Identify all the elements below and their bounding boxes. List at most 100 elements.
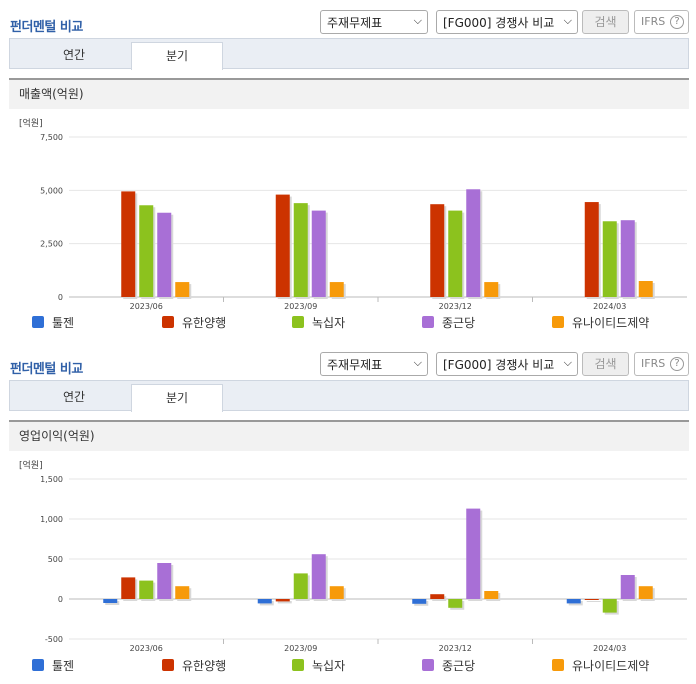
chart-box: 매출액(억원) [억원] 0 2,500 5,000 7,500 2023/06 2023/… (9, 78, 689, 338)
bar (620, 220, 635, 297)
legend-label: 툴젠 (52, 316, 75, 330)
legend-swatch (292, 659, 304, 671)
bar (121, 577, 136, 599)
legend-label: 유나이티드제약 (572, 659, 650, 673)
bar (584, 202, 599, 297)
chart-legend: 툴젠 유한양행 녹십자 종근당 유나이티드제약 (9, 657, 689, 675)
bar (466, 189, 481, 297)
chart-legend: 툴젠 유한양행 녹십자 종근당 유나이티드제약 (9, 314, 689, 332)
y-tick-label: -500 (45, 635, 63, 644)
x-tick-label: 2024/03 (593, 644, 626, 653)
bar (121, 191, 136, 297)
panel-header: 펀더멘털 비교 주재무제표 ⌵ [FG000] 경쟁사 비교 ⌵ 검색 IFRS… (0, 346, 696, 380)
bar (484, 282, 499, 297)
legend-swatch (292, 316, 304, 328)
comparison-select[interactable]: [FG000] 경쟁사 비교 ⌵ (436, 352, 578, 376)
help-icon[interactable]: ? (670, 357, 684, 371)
bar (430, 204, 445, 297)
x-tick-label: 2023/09 (284, 644, 317, 653)
y-tick-label: 5,000 (40, 186, 63, 195)
legend-swatch (162, 659, 174, 671)
fundamental-panel-2: 펀더멘털 비교 주재무제표 ⌵ [FG000] 경쟁사 비교 ⌵ 검색 IFRS… (0, 342, 696, 684)
legend-swatch (32, 659, 44, 671)
tab-annual[interactable]: 연간 (62, 48, 86, 62)
search-button[interactable]: 검색 (582, 352, 629, 376)
help-icon[interactable]: ? (670, 15, 684, 29)
x-tick-label: 2023/06 (130, 644, 163, 653)
comparison-select[interactable]: [FG000] 경쟁사 비교 ⌵ (436, 10, 578, 34)
legend-swatch (552, 659, 564, 671)
statement-select[interactable]: 주재무제표 ⌵ (320, 352, 428, 376)
ifrs-label: IFRS (641, 357, 666, 370)
legend-label: 종근당 (442, 659, 476, 673)
unit-label: [억원] (19, 117, 43, 129)
chevron-down-icon: ⌵ (413, 14, 422, 27)
tab-quarterly[interactable]: 분기 (131, 42, 223, 70)
panel-title: 펀더멘털 비교 (10, 20, 83, 35)
bar (293, 573, 308, 599)
bar (638, 586, 653, 599)
bar (448, 210, 463, 297)
ifrs-label: IFRS (641, 15, 666, 28)
y-tick-label: 0 (58, 293, 63, 302)
bar (175, 586, 190, 599)
chart-title: 영업이익(억원) (9, 422, 689, 451)
bar (275, 194, 290, 297)
panel-title: 펀더멘털 비교 (10, 362, 83, 377)
x-tick-label: 2023/12 (439, 302, 472, 311)
bar (466, 508, 481, 599)
bar (157, 212, 172, 297)
x-tick-label: 2023/09 (284, 302, 317, 311)
panel-header: 펀더멘털 비교 주재무제표 ⌵ [FG000] 경쟁사 비교 ⌵ 검색 IFRS… (0, 4, 696, 38)
y-tick-label: 0 (58, 595, 63, 604)
bar-shadow (277, 601, 292, 604)
period-tabs: 연간 분기 (9, 380, 689, 412)
operating-profit-chart: [억원] -500 0 500 1,000 1,500 2023/06 2023/09 2023… (19, 459, 687, 653)
bar (602, 221, 617, 297)
y-tick-label: 1,000 (40, 515, 63, 524)
statement-select-value: 주재무제표 (327, 16, 383, 30)
chart-title: 매출액(억원) (9, 80, 689, 109)
chevron-down-icon: ⌵ (413, 356, 422, 369)
bar (103, 599, 118, 603)
statement-select[interactable]: 주재무제표 ⌵ (320, 10, 428, 34)
bar (311, 554, 326, 599)
bar (412, 599, 427, 604)
legend-swatch (552, 316, 564, 328)
legend-label: 녹십자 (312, 659, 346, 673)
bar (329, 586, 344, 599)
fundamental-panel-1: 펀더멘털 비교 주재무제표 ⌵ [FG000] 경쟁사 비교 ⌵ 검색 IFRS… (0, 0, 696, 340)
x-tick-label: 2023/12 (439, 644, 472, 653)
legend-label: 유한양행 (182, 316, 227, 330)
bar (329, 282, 344, 297)
bar (175, 282, 190, 297)
tab-annual[interactable]: 연간 (62, 390, 86, 404)
tab-quarterly[interactable]: 분기 (131, 384, 223, 412)
statement-select-value: 주재무제표 (327, 358, 383, 372)
bar (430, 594, 445, 599)
bar (311, 210, 326, 297)
x-tick-label: 2024/03 (593, 302, 626, 311)
search-button[interactable]: 검색 (582, 10, 629, 34)
ifrs-button[interactable]: IFRS ? (634, 352, 689, 376)
bar-shadow (586, 601, 601, 602)
legend-swatch (32, 316, 44, 328)
bar (448, 599, 463, 608)
ifrs-button[interactable]: IFRS ? (634, 10, 689, 34)
bar (139, 205, 154, 297)
legend-label: 툴젠 (52, 659, 75, 673)
legend-label: 유한양행 (182, 659, 227, 673)
legend-swatch (422, 316, 434, 328)
y-tick-label: 500 (48, 555, 63, 564)
bar (484, 591, 499, 599)
comparison-select-value: [FG000] 경쟁사 비교 (443, 358, 555, 372)
y-tick-label: 7,500 (40, 133, 63, 142)
period-tabs: 연간 분기 (9, 38, 689, 70)
bar (275, 599, 290, 602)
bar (566, 599, 581, 604)
bar (293, 203, 308, 297)
chart-box: 영업이익(억원) [억원] -500 0 500 1,000 1,500 2023/06 20… (9, 420, 689, 682)
bar (602, 599, 617, 613)
bar (638, 281, 653, 297)
bar (139, 580, 154, 599)
